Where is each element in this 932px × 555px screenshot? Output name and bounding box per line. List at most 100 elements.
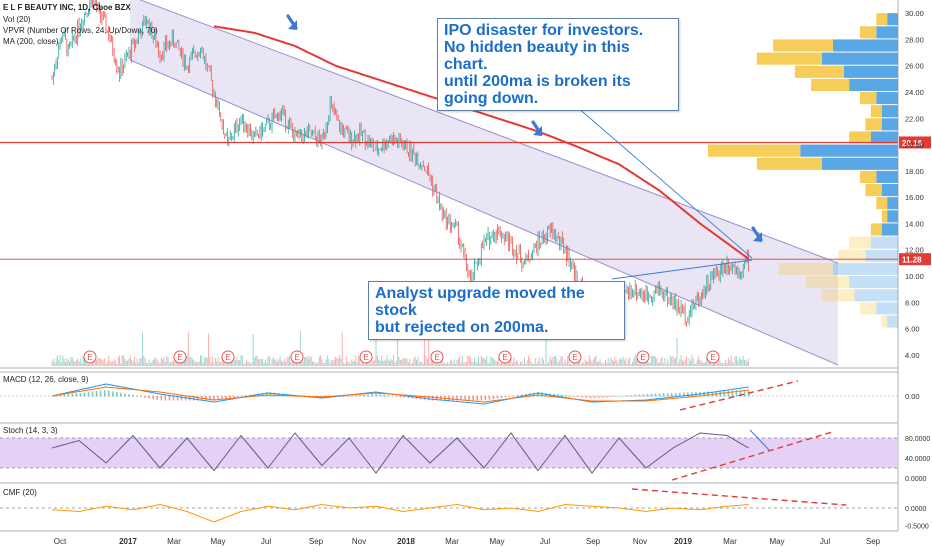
macd-histogram-bar	[723, 391, 726, 397]
volume-bar	[663, 363, 665, 366]
volume-bar	[258, 359, 260, 366]
volume-bar	[740, 358, 741, 366]
annotation-line: until 200ma is broken its	[444, 73, 631, 90]
price-tick-label: 6.00	[905, 325, 920, 334]
volume-bar	[194, 361, 196, 366]
volume-bar	[571, 363, 573, 366]
volume-bar	[402, 358, 404, 366]
cmf-tick-label: -0.5000	[905, 524, 929, 531]
volume-bar	[54, 363, 56, 366]
volume-bar	[580, 363, 582, 366]
volume-bar	[405, 359, 407, 366]
volume-bar	[472, 362, 474, 366]
volume-bar	[733, 363, 735, 366]
volume-bar	[653, 355, 655, 366]
volume-bar	[239, 359, 241, 366]
volume-bar	[140, 357, 142, 366]
volume-bar	[389, 360, 390, 366]
volume-bar	[132, 361, 134, 366]
volume-bar	[251, 362, 253, 366]
volume-bar	[131, 360, 133, 366]
volume-bar	[143, 355, 145, 366]
volume-bar	[96, 359, 98, 366]
macd-histogram-bar	[658, 393, 661, 397]
volume-bar	[202, 362, 204, 366]
macd-histogram-bar	[565, 395, 568, 397]
volume-bar	[700, 360, 702, 366]
volume-bar	[387, 359, 389, 366]
volume-bar	[598, 361, 600, 366]
stoch-tick-label: 40.0000	[905, 456, 930, 463]
earnings-marker-icon	[498, 350, 512, 364]
legend-symbol: E L F BEAUTY INC, 1D, Cboe BZX	[3, 3, 131, 12]
volume-bar	[704, 361, 706, 366]
volume-bar	[357, 355, 359, 366]
macd-histogram-bar	[638, 394, 641, 397]
volume-bar	[337, 358, 339, 366]
volume-bar	[129, 355, 131, 366]
vpvr-down-bar	[876, 13, 888, 26]
volume-bar	[255, 355, 257, 366]
macd-histogram-bar	[338, 396, 341, 398]
annotation-line: IPO disaster for investors.	[444, 22, 644, 39]
volume-bar	[602, 363, 604, 366]
volume-bar	[626, 363, 628, 366]
volume-bar	[305, 357, 307, 366]
stoch-k-line	[51, 432, 749, 474]
volume-bar	[729, 360, 731, 366]
stoch-arrow	[749, 429, 771, 452]
volume-bar	[51, 361, 53, 366]
volume-bar	[552, 357, 554, 366]
vpvr-up-bar	[887, 210, 898, 223]
macd-histogram-bar	[496, 396, 499, 399]
volume-bar	[544, 363, 546, 366]
macd-histogram-bar	[99, 390, 102, 397]
macd-histogram-bar	[674, 392, 677, 397]
vpvr-up-bar	[881, 223, 898, 236]
macd-histogram-bar	[707, 391, 709, 397]
analyst-upgrade-annotation: Analyst upgrade moved the stock but reje…	[368, 281, 625, 340]
earnings-marker-label: E	[177, 353, 182, 362]
macd-histogram-bar	[480, 396, 483, 401]
volume-bar	[487, 362, 489, 366]
volume-bar	[607, 357, 609, 366]
volume-bar	[457, 357, 459, 366]
volume-bar	[422, 363, 424, 366]
volume-bar	[372, 360, 374, 366]
macd-histogram-bar	[488, 396, 491, 400]
volume-bar	[654, 356, 656, 366]
macd-histogram-bar	[577, 396, 580, 397]
volume-bar	[429, 363, 431, 366]
volume-bar	[272, 357, 274, 366]
volume-bar	[270, 363, 272, 366]
legend-vpvr: VPVR (Number Of Rows, 24, Up/Down, 70)	[3, 26, 158, 35]
vpvr-down-bar	[870, 105, 882, 118]
earnings-marker-label: E	[502, 353, 507, 362]
volume-bar	[468, 355, 470, 366]
macd-histogram-bar	[71, 393, 74, 397]
vpvr-down-bar	[708, 144, 801, 157]
macd-histogram-bar	[403, 396, 406, 398]
macd-histogram-bar	[703, 391, 705, 397]
volume-bar	[101, 359, 103, 366]
macd-histogram-bar	[237, 396, 240, 397]
volume-bar	[667, 359, 669, 366]
macd-histogram-bar	[91, 391, 94, 397]
volume-bar	[79, 358, 81, 366]
volume-bar	[451, 359, 453, 366]
volume-bar	[407, 361, 409, 366]
macd-histogram-bar	[533, 392, 535, 397]
volume-bar	[214, 357, 216, 366]
vpvr-up-bar	[876, 26, 898, 39]
volume-bar	[563, 363, 565, 366]
volume-bar	[297, 362, 299, 366]
macd-histogram-bar	[124, 393, 126, 397]
macd-histogram-bar	[156, 396, 159, 400]
volume-bar	[139, 358, 141, 366]
volume-bar	[212, 356, 214, 366]
volume-bar	[274, 359, 276, 366]
volume-bar	[725, 359, 727, 366]
volume-bar	[452, 363, 454, 366]
macd-histogram-bar	[59, 395, 61, 397]
volume-bar	[317, 362, 319, 366]
